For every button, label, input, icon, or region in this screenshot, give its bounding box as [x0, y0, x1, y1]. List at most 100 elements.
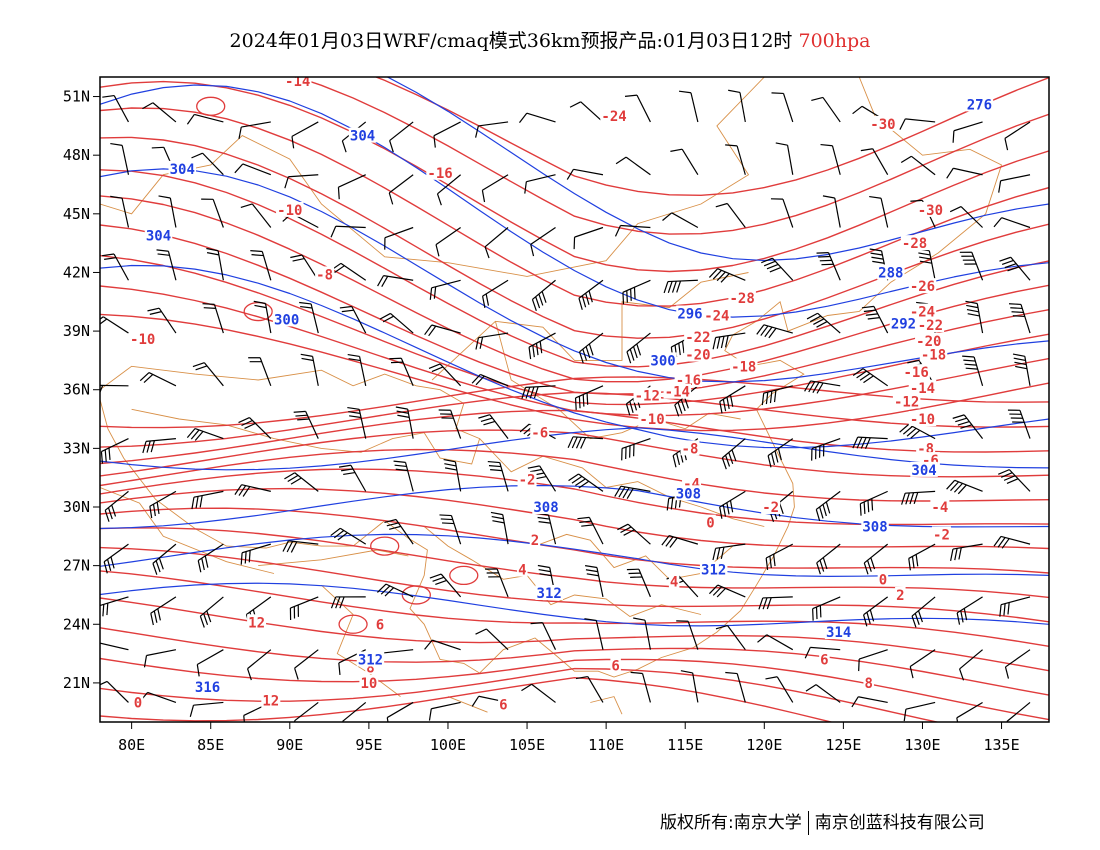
wind-barb	[900, 155, 936, 176]
wind-barb	[715, 202, 746, 228]
height-label-bg	[674, 485, 703, 501]
wind-barb	[429, 573, 462, 598]
boundary-line	[100, 365, 481, 465]
isotherm-label-bg	[517, 471, 537, 487]
wind-barb	[100, 680, 129, 703]
wind-barb	[578, 332, 604, 364]
isotherm-label: -2	[762, 500, 779, 516]
isotherm-label-bg	[674, 371, 703, 387]
wind-barb	[633, 617, 652, 650]
wind-barb	[1008, 303, 1031, 334]
isotherm-label-bg	[863, 674, 874, 690]
wind-barb	[863, 543, 889, 575]
wind-barb	[728, 89, 746, 123]
height-label: 308	[676, 486, 701, 502]
isotherm-label-bg	[128, 330, 157, 346]
boundary-line	[431, 272, 749, 381]
wind-barb	[389, 357, 414, 387]
title-main: 2024年01月03日WRF/cmaq模式36km预报产品:01月03日12时	[229, 30, 793, 52]
boundary-line	[764, 77, 1003, 264]
isotherm-label: -28	[902, 236, 927, 252]
isotherm-label-bg	[877, 571, 889, 587]
wind-barb	[1007, 409, 1031, 439]
wind-barb	[436, 174, 462, 206]
isotherm-label-bg	[915, 332, 943, 348]
isotherm-label-bg	[132, 694, 144, 710]
isotherm-label: 8	[366, 660, 374, 676]
boundary-line	[494, 321, 741, 440]
isotherm	[100, 448, 1049, 502]
isotherm-label: -22	[685, 330, 710, 346]
isotherm-label-bg	[283, 77, 312, 88]
wind-barb	[946, 479, 983, 495]
wind-barb	[142, 437, 176, 454]
isotherm-label: -8	[682, 441, 699, 457]
wind-barb	[253, 300, 272, 334]
wind-barb	[471, 373, 509, 387]
height-label: 308	[533, 500, 558, 516]
isotherm	[100, 169, 1049, 368]
wind-barb	[721, 438, 746, 470]
wind-barb	[186, 427, 224, 441]
wind-barb	[573, 226, 604, 250]
wind-barb	[577, 516, 604, 545]
isotherm-label-bg	[684, 328, 712, 344]
x-tick-label: 80E	[118, 736, 145, 754]
wind-barb	[998, 469, 1031, 492]
isotherm-label: -12	[894, 394, 919, 410]
isotherm	[100, 468, 1049, 526]
wind-barb	[584, 618, 604, 650]
wind-barb	[386, 701, 414, 722]
isotherm-label-bg	[908, 379, 937, 395]
isotherm-label: -10	[639, 412, 664, 428]
isotherm-label: -16	[427, 166, 452, 182]
wind-barb	[293, 701, 319, 722]
wind-barb	[712, 332, 746, 350]
wind-barb	[487, 460, 509, 492]
wind-barb	[388, 174, 414, 205]
wind-barb	[143, 649, 177, 668]
isotherm-label: -26	[910, 279, 935, 295]
isotherm-label-bg	[728, 289, 756, 305]
wind-barb	[1006, 701, 1031, 722]
wind-barb	[822, 195, 841, 228]
wind-barb	[630, 671, 651, 703]
wind-barb	[952, 121, 983, 143]
plot-area: -14-24 -30-16-10 -30-28-8-26-28-24 -24-22-2…	[100, 77, 1049, 722]
isotherm-label-bg	[633, 387, 662, 403]
wind-barb	[617, 523, 651, 545]
isotherm-label-bg	[705, 514, 716, 530]
wind-barb	[110, 195, 130, 228]
y-tick-label: 51N	[63, 88, 90, 106]
wind-barb	[102, 253, 129, 281]
height-label: 312	[537, 586, 562, 602]
wind-barb	[771, 92, 794, 123]
wind-barb	[289, 596, 319, 621]
y-tick-label: 39N	[63, 322, 90, 340]
height-contour	[100, 168, 1049, 383]
wind-barb	[575, 675, 604, 703]
wind-barb	[765, 676, 794, 703]
wind-barb	[811, 438, 841, 461]
x-tick-label: 135E	[983, 736, 1019, 754]
wind-barb	[530, 622, 557, 650]
isotherm-label-bg	[892, 393, 921, 409]
isotherm-label-bg	[908, 411, 937, 427]
wind-barb	[110, 142, 130, 175]
wind-barb	[142, 102, 177, 123]
wind-barb	[377, 275, 414, 288]
isotherm-label: -14	[665, 385, 690, 401]
isotherm-label: -10	[130, 332, 155, 348]
wind-barb	[678, 90, 699, 123]
isotherm-label-bg	[668, 573, 680, 589]
wind-barb	[622, 279, 651, 305]
isotherm-label-bg	[919, 346, 948, 362]
height-label: 304	[911, 463, 936, 479]
isotherm-label-bg	[247, 614, 267, 630]
wind-barb	[282, 540, 319, 553]
isotherm-label: -12	[635, 389, 660, 405]
wind-barb	[852, 368, 889, 387]
wind-barb	[662, 212, 699, 229]
isotherm-label: 0	[879, 572, 887, 588]
